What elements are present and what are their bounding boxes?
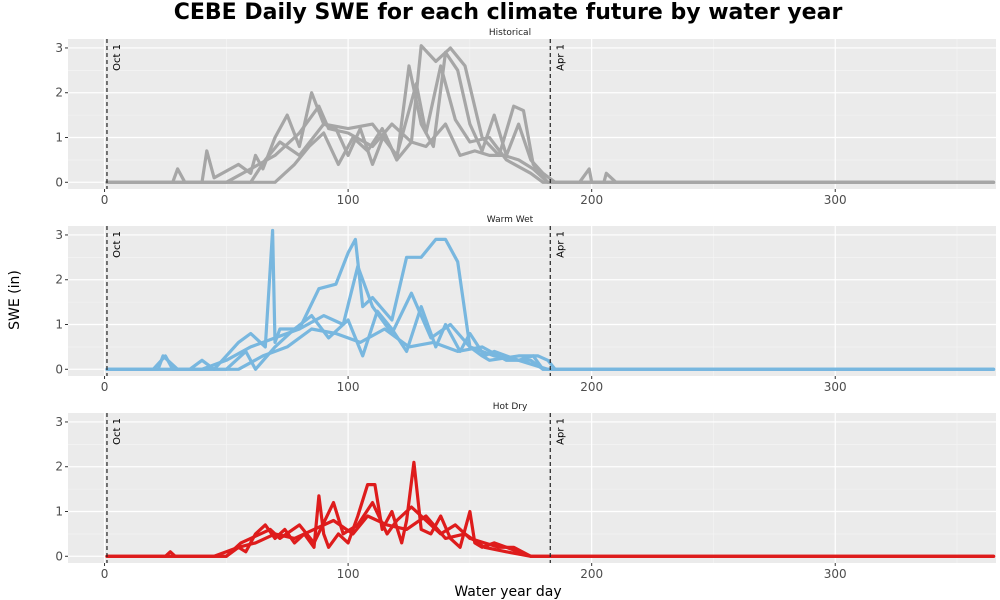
reference-line-label: Apr 1 — [555, 44, 566, 71]
reference-line-label: Oct 1 — [112, 418, 123, 445]
reference-line-label: Apr 1 — [555, 418, 566, 445]
x-tick-label: 100 — [337, 193, 360, 207]
y-tick-label: 0 — [55, 549, 63, 563]
swe-series-line — [105, 122, 996, 184]
x-tick-label: 300 — [824, 193, 847, 207]
series-group — [105, 228, 996, 371]
y-axis-label: SWE (in) — [7, 270, 23, 330]
x-tick-label: 0 — [101, 567, 109, 581]
y-tick-label: 3 — [55, 41, 63, 55]
reference-line-label: Apr 1 — [555, 231, 566, 258]
swe-series-line — [105, 460, 996, 558]
series-group — [105, 44, 996, 184]
y-tick-label: 1 — [55, 505, 63, 519]
x-tick-label: 100 — [337, 380, 360, 394]
y-tick-label: 3 — [55, 228, 63, 242]
panel-title: Hot Dry — [493, 402, 528, 412]
x-tick-label: 0 — [101, 193, 109, 207]
swe-series-line — [105, 44, 996, 184]
x-tick-label: 100 — [337, 567, 360, 581]
x-axis-label: Water year day — [454, 584, 561, 600]
y-tick-label: 1 — [55, 318, 63, 332]
y-tick-label: 3 — [55, 415, 63, 429]
swe-series-line — [105, 501, 996, 558]
y-tick-label: 2 — [55, 86, 63, 100]
panel-background — [68, 226, 996, 376]
x-tick-label: 300 — [824, 380, 847, 394]
chart-title: CEBE Daily SWE for each climate future b… — [174, 0, 843, 25]
swe-series-line — [105, 327, 996, 371]
y-tick-label: 0 — [55, 175, 63, 189]
reference-line-label: Oct 1 — [112, 231, 123, 258]
x-tick-label: 0 — [101, 380, 109, 394]
reference-line-label: Oct 1 — [112, 44, 123, 71]
swe-series-line — [105, 514, 996, 558]
y-tick-label: 0 — [55, 362, 63, 376]
panel-warm-wet: Warm Wet 0 100 200 300 0 1 2 3 Oct 1 Apr 1 — [55, 215, 996, 394]
series-group — [105, 460, 996, 558]
panel-hot-dry: Hot Dry 0 100 200 300 0 1 2 3 Oct 1 Apr 1 — [55, 402, 996, 581]
x-tick-label: 300 — [824, 567, 847, 581]
y-tick-label: 1 — [55, 131, 63, 145]
panel-title: Historical — [489, 28, 531, 38]
panel-title: Warm Wet — [487, 215, 534, 225]
panel-historical: Historical 0 100 200 300 0 1 2 3 Oct 1 Apr 1 — [55, 28, 996, 207]
panel-background — [68, 413, 996, 563]
y-tick-label: 2 — [55, 273, 63, 287]
swe-series-line — [105, 264, 996, 371]
y-tick-label: 2 — [55, 460, 63, 474]
x-tick-label: 200 — [580, 380, 603, 394]
x-tick-label: 200 — [580, 193, 603, 207]
x-tick-label: 200 — [580, 567, 603, 581]
